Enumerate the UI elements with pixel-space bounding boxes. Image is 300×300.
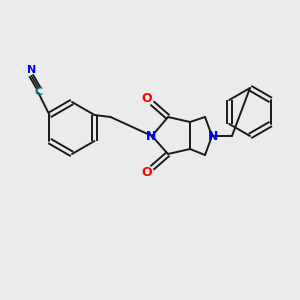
- Text: O: O: [142, 166, 152, 178]
- Text: C: C: [34, 87, 43, 97]
- Text: O: O: [142, 92, 152, 106]
- Text: N: N: [27, 65, 36, 75]
- Text: N: N: [146, 130, 156, 142]
- Text: N: N: [208, 130, 218, 142]
